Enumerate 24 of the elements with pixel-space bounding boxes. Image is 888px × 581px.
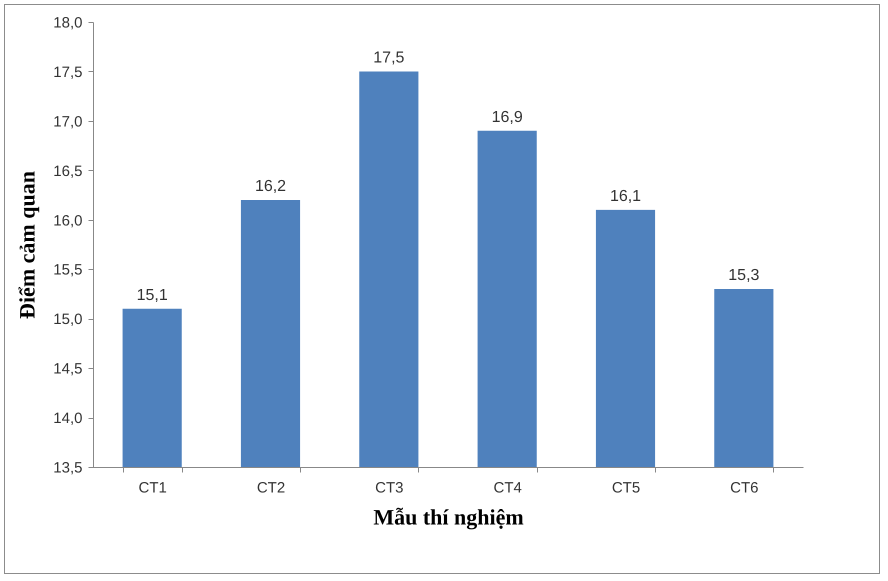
y-tick-label: 16,5 <box>53 162 82 180</box>
data-label: 16,9 <box>492 108 523 126</box>
y-tick-label: 16,0 <box>53 212 82 230</box>
y-tick-label: 13,5 <box>53 460 82 476</box>
y-tick-label: 15,5 <box>53 262 82 279</box>
y-tick-label: 14,5 <box>53 360 82 378</box>
y-tick-label: 17,0 <box>53 113 82 130</box>
x-tick-label: CT1 <box>138 480 167 496</box>
y-tick-label: 17,5 <box>53 64 82 81</box>
y-tick-label: 15,0 <box>53 311 82 328</box>
data-label: 16,1 <box>610 188 642 205</box>
data-label: 17,5 <box>373 49 405 66</box>
x-tick-label: CT6 <box>730 480 759 496</box>
x-tick-label: CT2 <box>256 480 286 496</box>
y-tick-label: 14,0 <box>53 410 82 428</box>
x-tick-label: CT3 <box>375 480 404 496</box>
x-tick-label: CT5 <box>612 480 640 496</box>
data-label: 16,2 <box>254 178 286 195</box>
x-axis-title: Mẫu thí nghiệm <box>373 504 524 530</box>
y-axis-title: Điểm cảm quan <box>14 171 40 319</box>
x-tick-label: CT4 <box>493 480 522 496</box>
y-tick-label: 18,0 <box>53 14 82 32</box>
data-label: 15,3 <box>728 267 760 284</box>
data-label: 15,1 <box>136 286 168 304</box>
